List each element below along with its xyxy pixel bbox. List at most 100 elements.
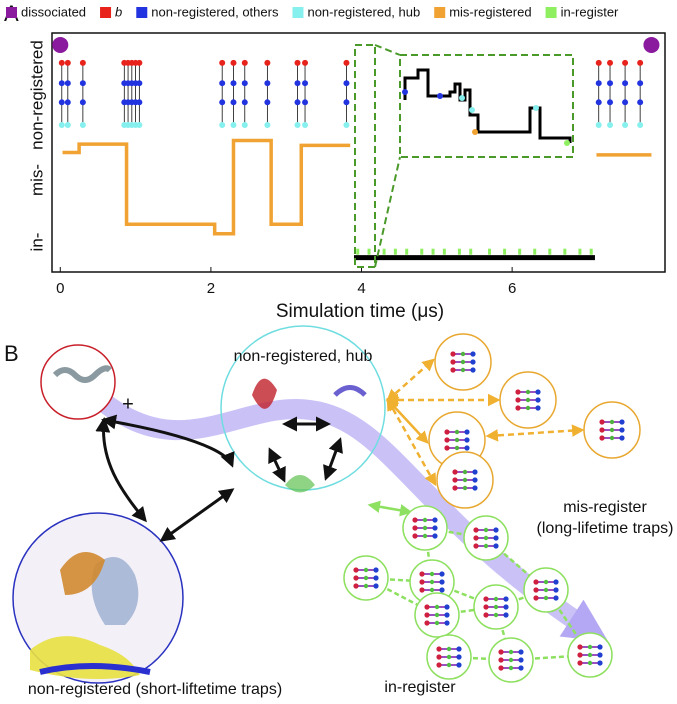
y-level-label: in-	[27, 233, 46, 252]
residue	[587, 660, 593, 666]
state-point	[136, 59, 143, 66]
residue	[436, 662, 442, 668]
residue	[462, 485, 468, 491]
state-point	[219, 59, 226, 66]
residue	[454, 445, 460, 451]
residue	[498, 649, 504, 655]
residue	[599, 427, 605, 433]
residue	[419, 587, 425, 593]
state-point	[367, 248, 371, 255]
residue	[493, 604, 499, 610]
residue	[515, 405, 521, 411]
node-label: mis-register	[563, 499, 647, 516]
residue	[498, 657, 504, 663]
residue	[456, 646, 462, 652]
legend-swatch	[6, 7, 17, 18]
residue	[503, 604, 509, 610]
residue	[424, 620, 430, 626]
residue	[483, 535, 489, 541]
residue	[456, 654, 462, 660]
residue	[373, 567, 379, 573]
state-point	[607, 59, 614, 66]
residue	[373, 583, 379, 589]
node-label: non-registered (short-liftetime traps)	[28, 681, 282, 698]
legend-label: mis-registered	[449, 4, 531, 19]
legend-swatch	[292, 7, 304, 18]
x-tick-label: 4	[357, 280, 365, 297]
state-point	[136, 99, 143, 106]
plot-frame	[51, 32, 666, 273]
residue	[444, 612, 450, 618]
residue	[444, 437, 450, 443]
residue	[412, 533, 418, 539]
state-point	[241, 122, 248, 129]
state-point	[595, 59, 602, 66]
residue	[609, 427, 615, 433]
state-point	[79, 59, 86, 66]
residue	[535, 405, 541, 411]
residue	[452, 477, 458, 483]
state-point	[58, 80, 65, 87]
state-point	[219, 99, 226, 106]
residue	[460, 359, 466, 365]
legend-swatch	[434, 7, 446, 18]
residue	[498, 665, 504, 671]
residue	[424, 612, 430, 618]
state-point	[264, 80, 271, 87]
plus-sign: +	[122, 393, 134, 415]
state-point	[622, 80, 629, 87]
residue	[424, 604, 430, 610]
state-point	[58, 122, 65, 129]
state-point	[219, 122, 226, 129]
state-point	[643, 36, 660, 53]
residue	[473, 535, 479, 541]
state-point	[136, 80, 143, 87]
state-point	[230, 80, 237, 87]
mis-arrow	[386, 397, 437, 487]
residue	[452, 469, 458, 475]
residue	[422, 525, 428, 531]
residue	[553, 595, 559, 601]
residue	[472, 469, 478, 475]
state-point	[595, 122, 602, 129]
state-point	[488, 248, 492, 255]
residue	[432, 533, 438, 539]
residue	[464, 429, 470, 435]
residue	[412, 525, 418, 531]
state-point	[637, 99, 644, 106]
state-point	[264, 122, 271, 129]
mis-arrow	[386, 358, 435, 402]
state-point	[563, 248, 567, 255]
residue	[515, 397, 521, 403]
residue	[419, 579, 425, 585]
residue	[577, 652, 583, 658]
residue	[599, 435, 605, 441]
residue	[533, 579, 539, 585]
residue	[460, 367, 466, 373]
residue	[503, 612, 509, 618]
residue	[543, 579, 549, 585]
residue	[464, 437, 470, 443]
residue	[518, 657, 524, 663]
state-point	[64, 59, 71, 66]
residue	[473, 527, 479, 533]
state-line	[62, 138, 351, 236]
legend: dissociated b non-registered, others non-re…	[6, 4, 619, 19]
residue	[429, 579, 435, 585]
residue	[619, 427, 625, 433]
residue	[353, 567, 359, 573]
residue	[439, 579, 445, 585]
state-point	[578, 248, 582, 255]
residue	[432, 525, 438, 531]
mis-arrow	[485, 424, 585, 442]
residue	[619, 435, 625, 441]
state-point	[136, 122, 143, 129]
residue	[353, 583, 359, 589]
residue	[535, 397, 541, 403]
residue	[472, 477, 478, 483]
state-point	[79, 99, 86, 106]
residue	[543, 595, 549, 601]
residue	[429, 571, 435, 577]
residue	[452, 485, 458, 491]
